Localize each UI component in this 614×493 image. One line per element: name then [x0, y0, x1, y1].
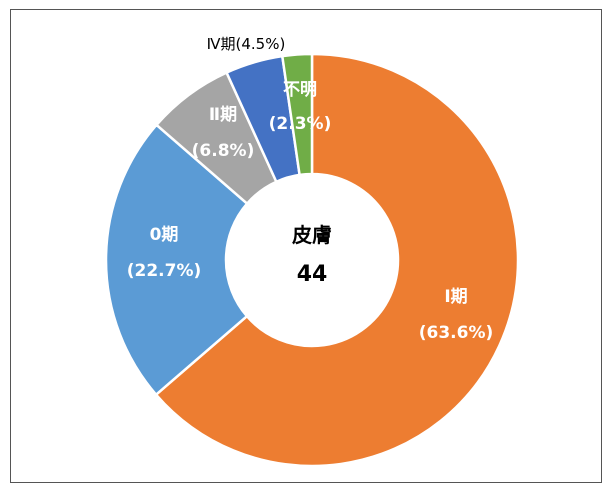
center-value: 44	[297, 262, 328, 287]
donut-chart: Ⅰ期 (63.6%) 0期 (22.7%) Ⅱ期 (6.8%) Ⅳ期(4.5%) 不明 (2.3…	[104, 35, 520, 468]
slices-group	[104, 52, 520, 468]
donut-hole	[226, 174, 398, 346]
slice-label-4: 不明	[283, 80, 317, 100]
slice-0	[154, 52, 520, 468]
slice-pct-1: (22.7%)	[127, 261, 202, 281]
center-label: 皮膚	[292, 223, 332, 247]
slice-label-1: 0期	[150, 225, 179, 245]
chart-frame: Ⅰ期 (63.6%) 0期 (22.7%) Ⅱ期 (6.8%) Ⅳ期(4.5%) 不明 (2.3…	[10, 9, 602, 483]
slice-pct-4: (2.3%)	[269, 114, 332, 134]
slice-label-0: Ⅰ期	[444, 287, 467, 307]
slice-label-3: Ⅳ期(4.5%)	[207, 35, 286, 53]
slice-pct-0: (63.6%)	[419, 323, 494, 343]
slice-pct-2: (6.8%)	[192, 141, 255, 161]
labels-group: Ⅰ期 (63.6%) 0期 (22.7%) Ⅱ期 (6.8%) Ⅳ期(4.5%) 不明 (2.3…	[127, 35, 494, 343]
slice-label-2: Ⅱ期	[209, 105, 237, 125]
